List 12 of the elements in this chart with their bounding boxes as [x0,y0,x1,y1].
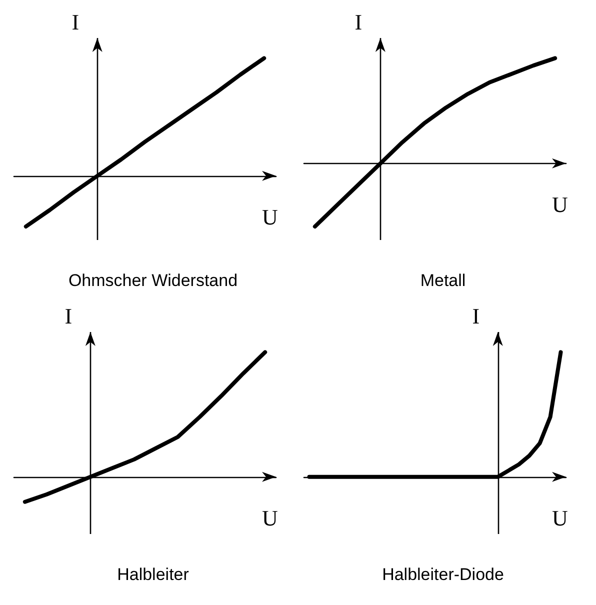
y-axis-title: I [64,304,72,328]
y-axis-title: I [472,304,480,328]
text: Halbleiter-Diode [382,565,504,584]
text: Metall [420,271,466,290]
x-axis-title: U [262,505,278,530]
x-axis-title: U [552,505,568,530]
y-axis-title: I [354,10,362,34]
text: Halbleiter [117,565,190,584]
x-axis-title: U [262,204,278,230]
x-axis-title: U [552,192,568,217]
text: Ohmscher Widerstand [68,271,238,290]
y-axis-title: I [72,10,80,34]
